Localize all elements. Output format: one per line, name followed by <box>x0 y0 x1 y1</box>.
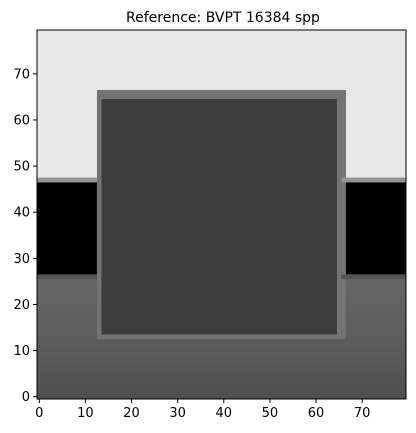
y-tick-label: 0 <box>22 390 30 405</box>
y-tick-label: 10 <box>13 344 30 359</box>
x-tick-label: 20 <box>123 406 140 421</box>
y-tick-label: 20 <box>13 298 30 313</box>
band-edge-left <box>37 274 97 280</box>
x-tick-label: 10 <box>77 406 94 421</box>
x-tick-label: 70 <box>354 406 371 421</box>
y-axis: 0 10 20 30 40 50 60 70 <box>13 67 37 405</box>
y-tick-label: 70 <box>13 67 30 82</box>
dark-band-right <box>341 182 406 275</box>
x-tick-label: 40 <box>216 406 233 421</box>
x-tick-label: 60 <box>308 406 325 421</box>
y-tick-label: 30 <box>13 252 30 267</box>
x-tick-label: 30 <box>169 406 186 421</box>
chart-title: Reference: BVPT 16384 spp <box>126 10 320 26</box>
plot-frame <box>36 29 407 400</box>
wall-edge-left <box>37 177 97 183</box>
y-tick-label: 40 <box>13 206 30 221</box>
dark-band-left <box>37 182 97 275</box>
wall-edge-right <box>341 177 406 183</box>
y-tick-label: 50 <box>13 160 30 175</box>
x-tick-label: 50 <box>262 406 279 421</box>
x-axis: 0 10 20 30 40 50 60 70 <box>35 399 370 421</box>
band-edge-right <box>341 274 406 280</box>
y-tick-label: 60 <box>13 113 30 128</box>
x-tick-label: 0 <box>35 406 43 421</box>
heatmap-plot <box>37 30 406 399</box>
block-core <box>101 99 337 335</box>
